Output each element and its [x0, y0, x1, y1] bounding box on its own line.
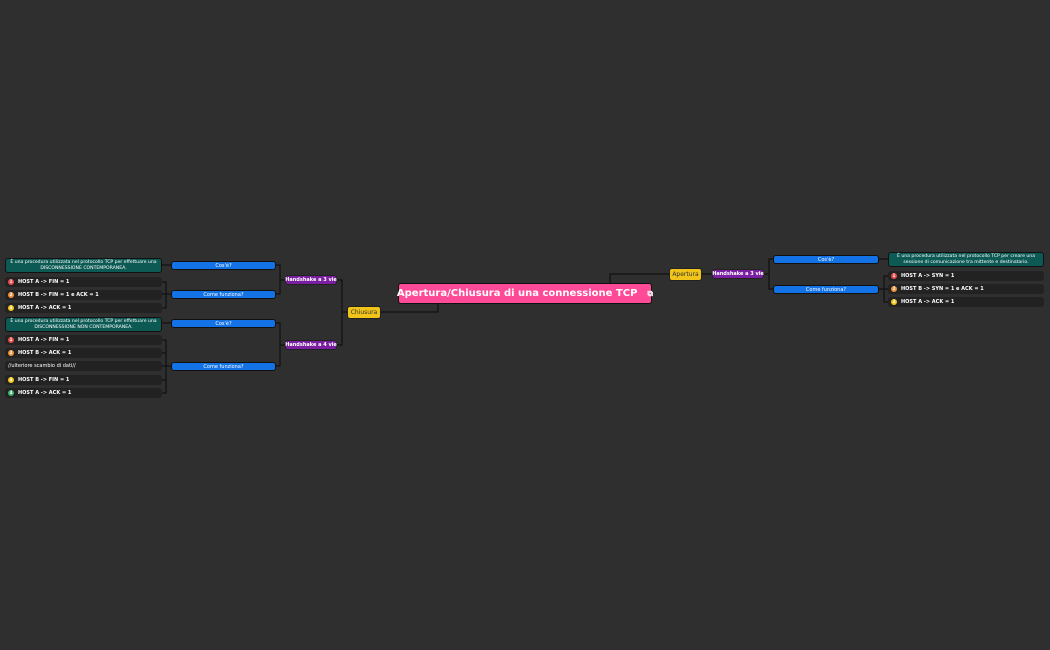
handshake-4-chiusura[interactable]: Handshake a 4 vie	[285, 340, 337, 350]
step-item[interactable]: 1 HOST A -> SYN = 1	[888, 271, 1044, 281]
branch-apertura[interactable]: Apertura	[669, 268, 702, 281]
branch-chiusura[interactable]: Chiusura	[347, 306, 381, 319]
number-1-icon: 1	[8, 279, 14, 285]
step-item[interactable]: 1 HOST A -> FIN = 1	[5, 335, 162, 345]
link-icon: ⧉	[647, 288, 654, 298]
step-item[interactable]: 3 HOST A -> ACK = 1	[888, 297, 1044, 307]
handshake-3-chiusura[interactable]: Handshake a 3 vie	[285, 275, 337, 285]
step-item[interactable]: 1 HOST A -> FIN = 1	[5, 277, 162, 287]
step-item[interactable]: //ulteriore scambio di dati//	[5, 361, 162, 371]
step-item[interactable]: 3 HOST A -> ACK = 1	[5, 303, 162, 313]
cose-node[interactable]: Cos'è?	[773, 255, 879, 264]
step-item[interactable]: 2 HOST B -> FIN = 1 e ACK = 1	[5, 290, 162, 300]
number-2-icon: 2	[891, 286, 897, 292]
step-item[interactable]: 2 HOST B -> SYN = 1 e ACK = 1	[888, 284, 1044, 294]
step-item[interactable]: 3 HOST B -> FIN = 1	[5, 375, 162, 385]
number-2-icon: 2	[8, 292, 14, 298]
number-3-icon: 3	[8, 377, 14, 383]
handshake-3-apertura[interactable]: Handshake a 3 vie	[712, 269, 764, 279]
cose-node[interactable]: Cos'è?	[171, 261, 276, 270]
number-4-icon: 4	[8, 390, 14, 396]
cose-node[interactable]: Cos'è?	[171, 319, 276, 328]
step-item[interactable]: 2 HOST B -> ACK = 1	[5, 348, 162, 358]
number-2-icon: 2	[8, 350, 14, 356]
number-1-icon: 1	[8, 337, 14, 343]
description-node[interactable]: È una procedura utilizzata nel protocoll…	[888, 252, 1044, 267]
number-1-icon: 1	[891, 273, 897, 279]
description-node[interactable]: È una procedura utilizzata nel protocoll…	[5, 317, 162, 332]
description-node[interactable]: È una procedura utilizzata nel protocoll…	[5, 258, 162, 273]
root-topic[interactable]: Apertura/Chiusura di una connessione TCP…	[397, 283, 654, 304]
come-funziona-node[interactable]: Come funziona?	[171, 290, 276, 299]
number-3-icon: 3	[8, 305, 14, 311]
come-funziona-node[interactable]: Come funziona?	[171, 362, 276, 371]
number-3-icon: 3	[891, 299, 897, 305]
step-item[interactable]: 4 HOST A -> ACK = 1	[5, 388, 162, 398]
come-funziona-node[interactable]: Come funziona?	[773, 285, 879, 294]
